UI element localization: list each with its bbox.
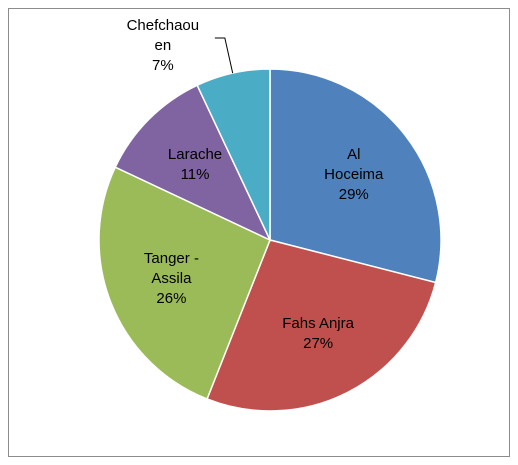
category-label: Al Hoceima <box>324 146 384 184</box>
slice-label-text: Chefchaouen 7% <box>125 6 201 86</box>
value-label: 27% <box>303 335 334 353</box>
slice-label: Al Hoceima 29% <box>316 135 392 215</box>
value-label: 29% <box>338 186 369 204</box>
slice-label-text: Larache 11% <box>157 125 233 205</box>
value-label: 7% <box>152 56 174 74</box>
pie-slice <box>206 239 437 412</box>
slice-label: Larache 11% <box>157 125 233 205</box>
category-label: Fahs Anjra <box>282 315 354 333</box>
pie-slice <box>114 84 272 242</box>
pie-slice <box>269 68 442 284</box>
slice-label: Tanger - Assila 26% <box>133 239 209 319</box>
category-label: Chefchaouen <box>126 16 200 54</box>
category-label: Tanger - Assila <box>143 250 199 288</box>
pie-slice <box>98 166 271 400</box>
slice-label: Fahs Anjra 27% <box>280 294 356 374</box>
value-label: 26% <box>156 290 187 308</box>
pie-slice <box>196 68 271 241</box>
slice-label-text: Fahs Anjra 27% <box>280 294 356 374</box>
slice-label-text: Tanger - Assila 26% <box>133 239 209 319</box>
slice-label: Chefchaouen 7% <box>125 6 201 86</box>
leader-line <box>214 37 234 74</box>
category-label: Larache <box>167 146 223 164</box>
value-label: 11% <box>180 166 210 184</box>
slice-label-text: Al Hoceima 29% <box>316 135 392 215</box>
